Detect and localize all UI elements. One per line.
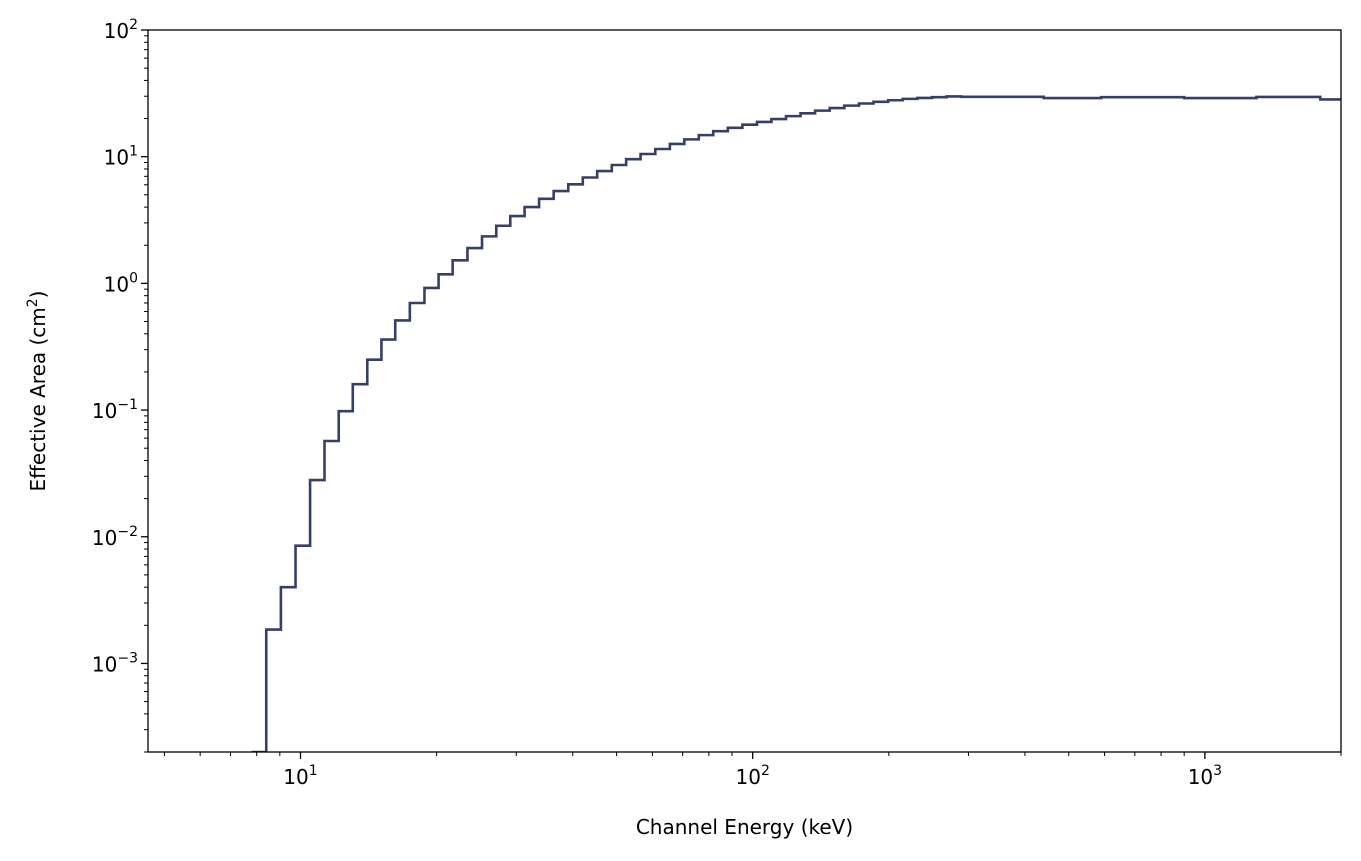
y-tick-label: 10−1 xyxy=(92,397,138,423)
ticks-layer: 101 102 103 10−3 10−2 10−1 100 101 102 xyxy=(92,17,1342,789)
y-tick-label: 101 xyxy=(104,144,138,170)
y-axis-label: Effective Area (cm2) xyxy=(25,290,50,491)
plot-layer xyxy=(251,95,1341,752)
x-tick-label: 102 xyxy=(735,763,769,789)
y-tick-label: 10−2 xyxy=(92,524,138,550)
plot-frame xyxy=(147,29,1342,753)
y-tick-label: 100 xyxy=(104,270,138,296)
y-axis-label-text: Effective Area (cm xyxy=(26,307,50,491)
y-axis-label-close: ) xyxy=(26,290,50,298)
y-tick-label: 102 xyxy=(104,17,138,43)
y-axis-label-superscript: 2 xyxy=(25,298,41,307)
x-tick-label: 101 xyxy=(283,763,317,789)
y-tick-label: 10−3 xyxy=(92,650,138,676)
x-axis-label: Channel Energy (keV) xyxy=(636,815,853,839)
x-tick-label: 103 xyxy=(1188,763,1222,789)
series-line-0 xyxy=(251,95,1341,752)
